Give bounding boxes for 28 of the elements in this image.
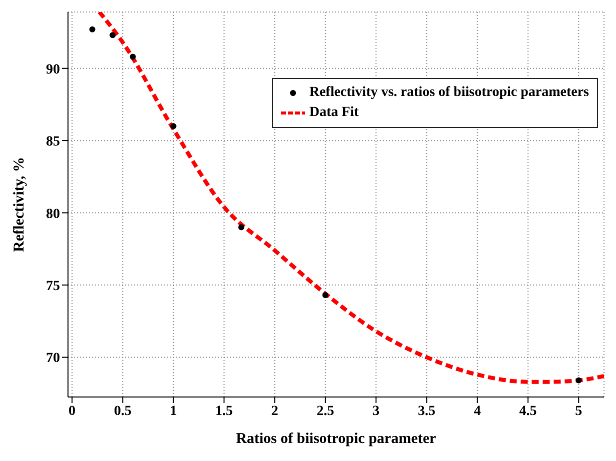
- x-tick-label: 2.5: [316, 404, 334, 419]
- x-tick-label: 4.5: [519, 404, 537, 419]
- x-tick-label: 0.5: [114, 404, 132, 419]
- y-tick-label: 85: [46, 134, 60, 150]
- legend-label: Data Fit: [309, 104, 359, 122]
- point: [170, 123, 176, 130]
- point: [130, 54, 136, 60]
- x-tick-label: 4: [474, 404, 481, 419]
- y-tick-label: 70: [46, 351, 60, 366]
- x-tick-label: 3: [372, 404, 380, 419]
- point: [322, 292, 328, 298]
- y-tick-label: 90: [46, 62, 60, 78]
- point: [110, 32, 116, 38]
- line-series: [97, 12, 604, 384]
- x-axis-title: Ratios of biisotropic parameter: [236, 431, 436, 447]
- y-tick-label: 80: [46, 206, 60, 222]
- x-tick-label: 5: [575, 404, 582, 419]
- legend-label: Reflectivity vs. ratios of biisotropic parameters: [309, 84, 589, 102]
- x-tick-label: 1: [170, 404, 177, 419]
- x-tick-label: 0: [68, 404, 76, 419]
- x-tick-label: 2: [271, 404, 278, 419]
- x-tick-label: 3.5: [418, 404, 436, 419]
- x-tick-label: 1.5: [215, 404, 233, 419]
- y-tick-label: 75: [46, 279, 60, 294]
- point: [576, 377, 582, 384]
- point: [89, 26, 96, 32]
- y-axis-title: Reflectivity, %: [11, 157, 28, 252]
- point: [238, 224, 244, 230]
